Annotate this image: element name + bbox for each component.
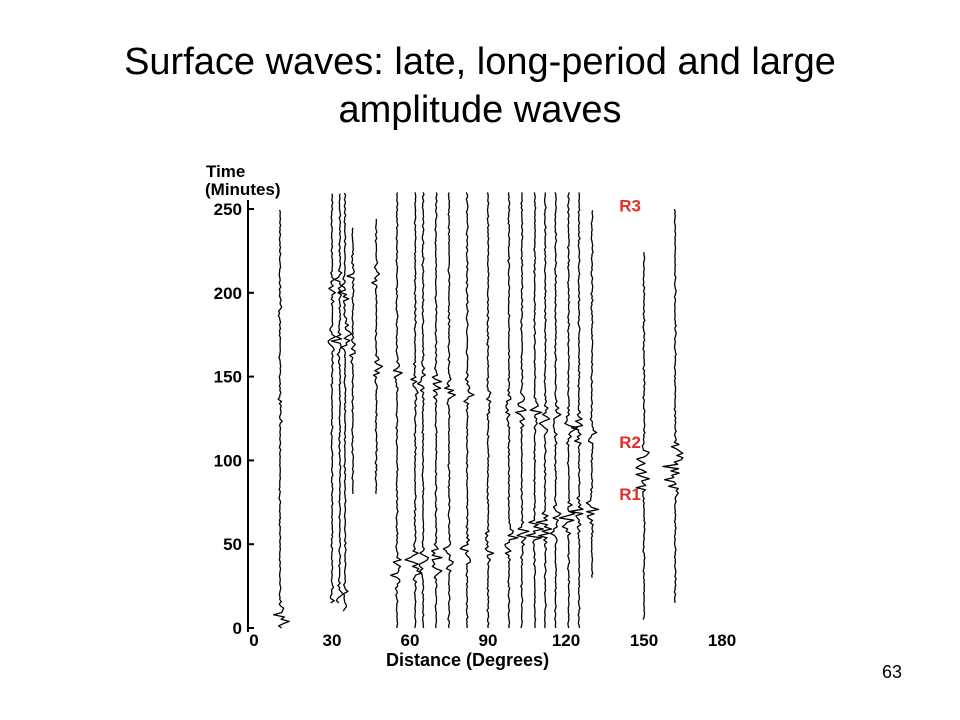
slide-title-line-2: amplitude waves (338, 89, 622, 131)
x-tick-label: 0 (249, 631, 258, 650)
y-axis-title-line-2: (Minutes) (205, 180, 281, 199)
seismogram-trace-75 (442, 192, 456, 629)
seismogram-trace-103 (514, 192, 530, 629)
y-tick-label: 0 (233, 619, 242, 638)
x-tick-label: 150 (630, 631, 658, 650)
x-axis-title: Distance (Degrees) (386, 650, 549, 670)
seismogram-trace-162 (662, 208, 684, 603)
seismogram-trace-62 (404, 192, 423, 629)
seismogram-trace-98 (504, 192, 519, 629)
seismogram-trace-125 (569, 192, 584, 629)
seismogram-trace-30 (327, 193, 337, 604)
seismogram-trace-90 (484, 192, 495, 629)
x-tick-label: 180 (708, 631, 736, 650)
seismogram-trace-10 (272, 209, 290, 629)
label-layer: R3 R2 R1 (619, 197, 641, 504)
phase-label-r3: R3 (619, 197, 641, 216)
y-tick-label: 250 (214, 200, 242, 219)
seismogram-trace-150 (635, 252, 651, 620)
y-tick-label: 200 (214, 284, 242, 303)
seismogram-trace-55 (389, 192, 403, 629)
seismogram-trace-70 (430, 192, 443, 629)
x-tick-label: 30 (323, 631, 342, 650)
x-tick-label: 60 (401, 631, 420, 650)
x-tick-label: 120 (552, 631, 580, 650)
y-axis-title-line-1: Time (206, 162, 245, 181)
seismogram-trace-65 (416, 192, 430, 629)
x-tick-label: 90 (479, 631, 498, 650)
y-tick-label: 150 (214, 368, 242, 387)
page-number: 63 (881, 662, 902, 682)
phase-label-r2: R2 (619, 433, 641, 452)
seismogram-trace-33 (330, 193, 344, 604)
seismogram-trace-116 (549, 192, 562, 629)
y-tick-label: 50 (223, 535, 242, 554)
slide-title: Surface waves: late, long-period and lar… (0, 38, 960, 134)
seismogram-trace-38 (346, 227, 356, 494)
seismogram-trace-121 (558, 192, 579, 629)
trace-layer (272, 192, 684, 629)
y-tick-label: 100 (214, 451, 242, 470)
axes-layer: 0 50 100 150 200 250 0 30 60 90 120 150 180 (214, 200, 736, 650)
seismogram-trace-35 (338, 192, 353, 612)
phase-label-r1: R1 (619, 485, 641, 504)
seismogram-trace-47 (371, 218, 384, 494)
seismogram-trace-130 (585, 210, 600, 578)
slide-title-line-1: Surface waves: late, long-period and lar… (124, 41, 836, 83)
seismogram-trace-112 (535, 192, 553, 629)
seismogram-trace-82 (459, 192, 475, 629)
seismogram-trace-108 (525, 192, 544, 629)
